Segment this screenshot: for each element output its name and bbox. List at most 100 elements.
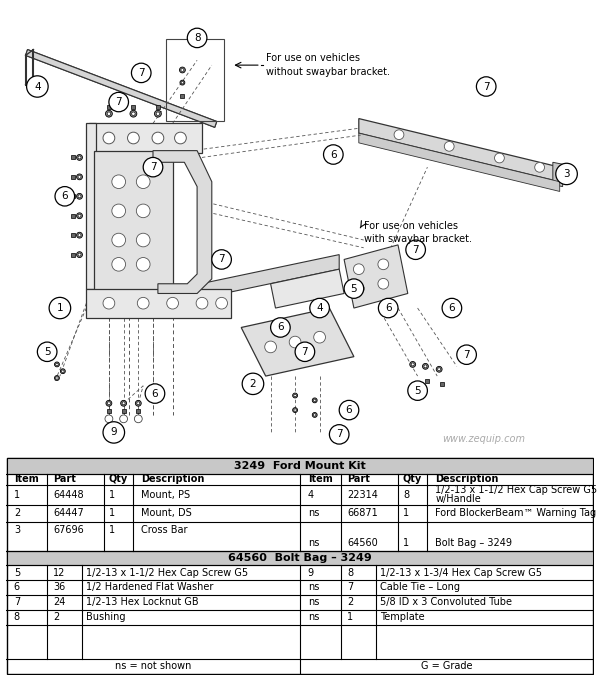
Text: 7: 7 [302,346,308,357]
Circle shape [107,112,110,115]
Polygon shape [94,151,173,298]
Polygon shape [344,245,408,308]
Text: Item: Item [14,475,38,484]
Text: 7: 7 [336,430,343,439]
Circle shape [62,370,64,372]
Text: 12: 12 [53,567,65,578]
Circle shape [212,250,232,269]
Bar [7,551,593,565]
Text: 7: 7 [483,82,490,91]
Text: www.zequip.com: www.zequip.com [442,434,525,444]
Polygon shape [26,50,217,128]
Text: G = Grade: G = Grade [421,662,473,671]
Bar [7,458,593,474]
Text: 24: 24 [53,597,65,608]
Text: 1: 1 [56,303,63,313]
Text: 7: 7 [138,68,145,78]
Text: 2: 2 [53,612,59,622]
Circle shape [180,80,185,85]
Text: 2: 2 [347,597,353,608]
Text: 5: 5 [350,284,357,294]
Circle shape [457,345,476,364]
Circle shape [78,214,81,217]
Circle shape [442,298,462,318]
Text: 7: 7 [218,254,225,265]
Text: 6: 6 [61,192,68,201]
Circle shape [293,408,298,413]
Text: For use on vehicles
with swaybar bracket.: For use on vehicles with swaybar bracket… [364,220,472,243]
Polygon shape [359,133,560,192]
Circle shape [310,298,329,318]
Text: 7: 7 [463,350,470,359]
Circle shape [128,132,139,144]
Circle shape [408,381,427,400]
Circle shape [77,233,82,238]
Text: 5: 5 [414,385,421,396]
Text: 64560: 64560 [347,538,378,548]
Polygon shape [359,119,560,181]
Circle shape [134,415,142,423]
Circle shape [339,400,359,420]
Text: 6: 6 [385,303,392,313]
Circle shape [329,425,349,444]
Text: 8: 8 [403,490,409,500]
Circle shape [181,68,184,72]
Circle shape [535,162,545,173]
Circle shape [265,341,277,353]
Circle shape [121,400,127,406]
Circle shape [323,145,343,164]
Polygon shape [241,308,354,376]
Text: Mount, PS: Mount, PS [141,490,190,500]
Circle shape [167,297,178,309]
Polygon shape [178,254,339,303]
Text: For use on vehicles
without swaybar bracket.: For use on vehicles without swaybar brac… [266,53,390,76]
Text: ns: ns [308,538,319,548]
Text: w/Handle: w/Handle [435,494,481,504]
Circle shape [103,421,125,443]
Text: Qty: Qty [109,475,128,484]
Circle shape [55,376,59,381]
Circle shape [152,132,164,144]
Circle shape [77,174,82,180]
Circle shape [112,258,125,271]
Circle shape [103,132,115,144]
Circle shape [49,297,71,318]
Circle shape [313,414,316,416]
Circle shape [78,253,81,256]
Circle shape [103,297,115,309]
Text: 5/8 ID x 3 Convoluted Tube: 5/8 ID x 3 Convoluted Tube [380,597,512,608]
Circle shape [379,298,398,318]
Circle shape [136,258,150,271]
Polygon shape [153,151,212,293]
Circle shape [154,110,161,117]
Text: Ford BlockerBeam™ Warning Tag: Ford BlockerBeam™ Warning Tag [435,508,596,518]
Circle shape [422,364,428,369]
Text: ns: ns [308,508,319,518]
Text: Description: Description [435,475,499,484]
Text: 1/2-13 x 1-1/2 Hex Cap Screw G5: 1/2-13 x 1-1/2 Hex Cap Screw G5 [435,485,598,495]
Text: Part: Part [347,475,370,484]
Text: 6: 6 [346,405,352,415]
Circle shape [106,110,112,117]
Circle shape [136,400,141,406]
Circle shape [137,402,140,404]
Circle shape [289,336,301,348]
Text: 7: 7 [149,162,157,172]
Circle shape [106,400,112,406]
Circle shape [112,233,125,247]
Circle shape [353,283,364,294]
Text: 7: 7 [115,97,122,107]
Text: ns: ns [308,597,319,608]
Circle shape [26,76,48,98]
Circle shape [78,195,81,198]
Text: 1/2-13 Hex Locknut GB: 1/2-13 Hex Locknut GB [86,597,199,608]
Circle shape [77,194,82,199]
Circle shape [119,415,128,423]
Circle shape [130,110,137,117]
Text: 6: 6 [277,323,284,333]
Circle shape [77,155,82,160]
Text: Bolt Bag – 3249: Bolt Bag – 3249 [435,538,512,548]
Text: 7: 7 [347,582,353,593]
Circle shape [181,81,184,84]
Text: 64447: 64447 [53,508,84,518]
